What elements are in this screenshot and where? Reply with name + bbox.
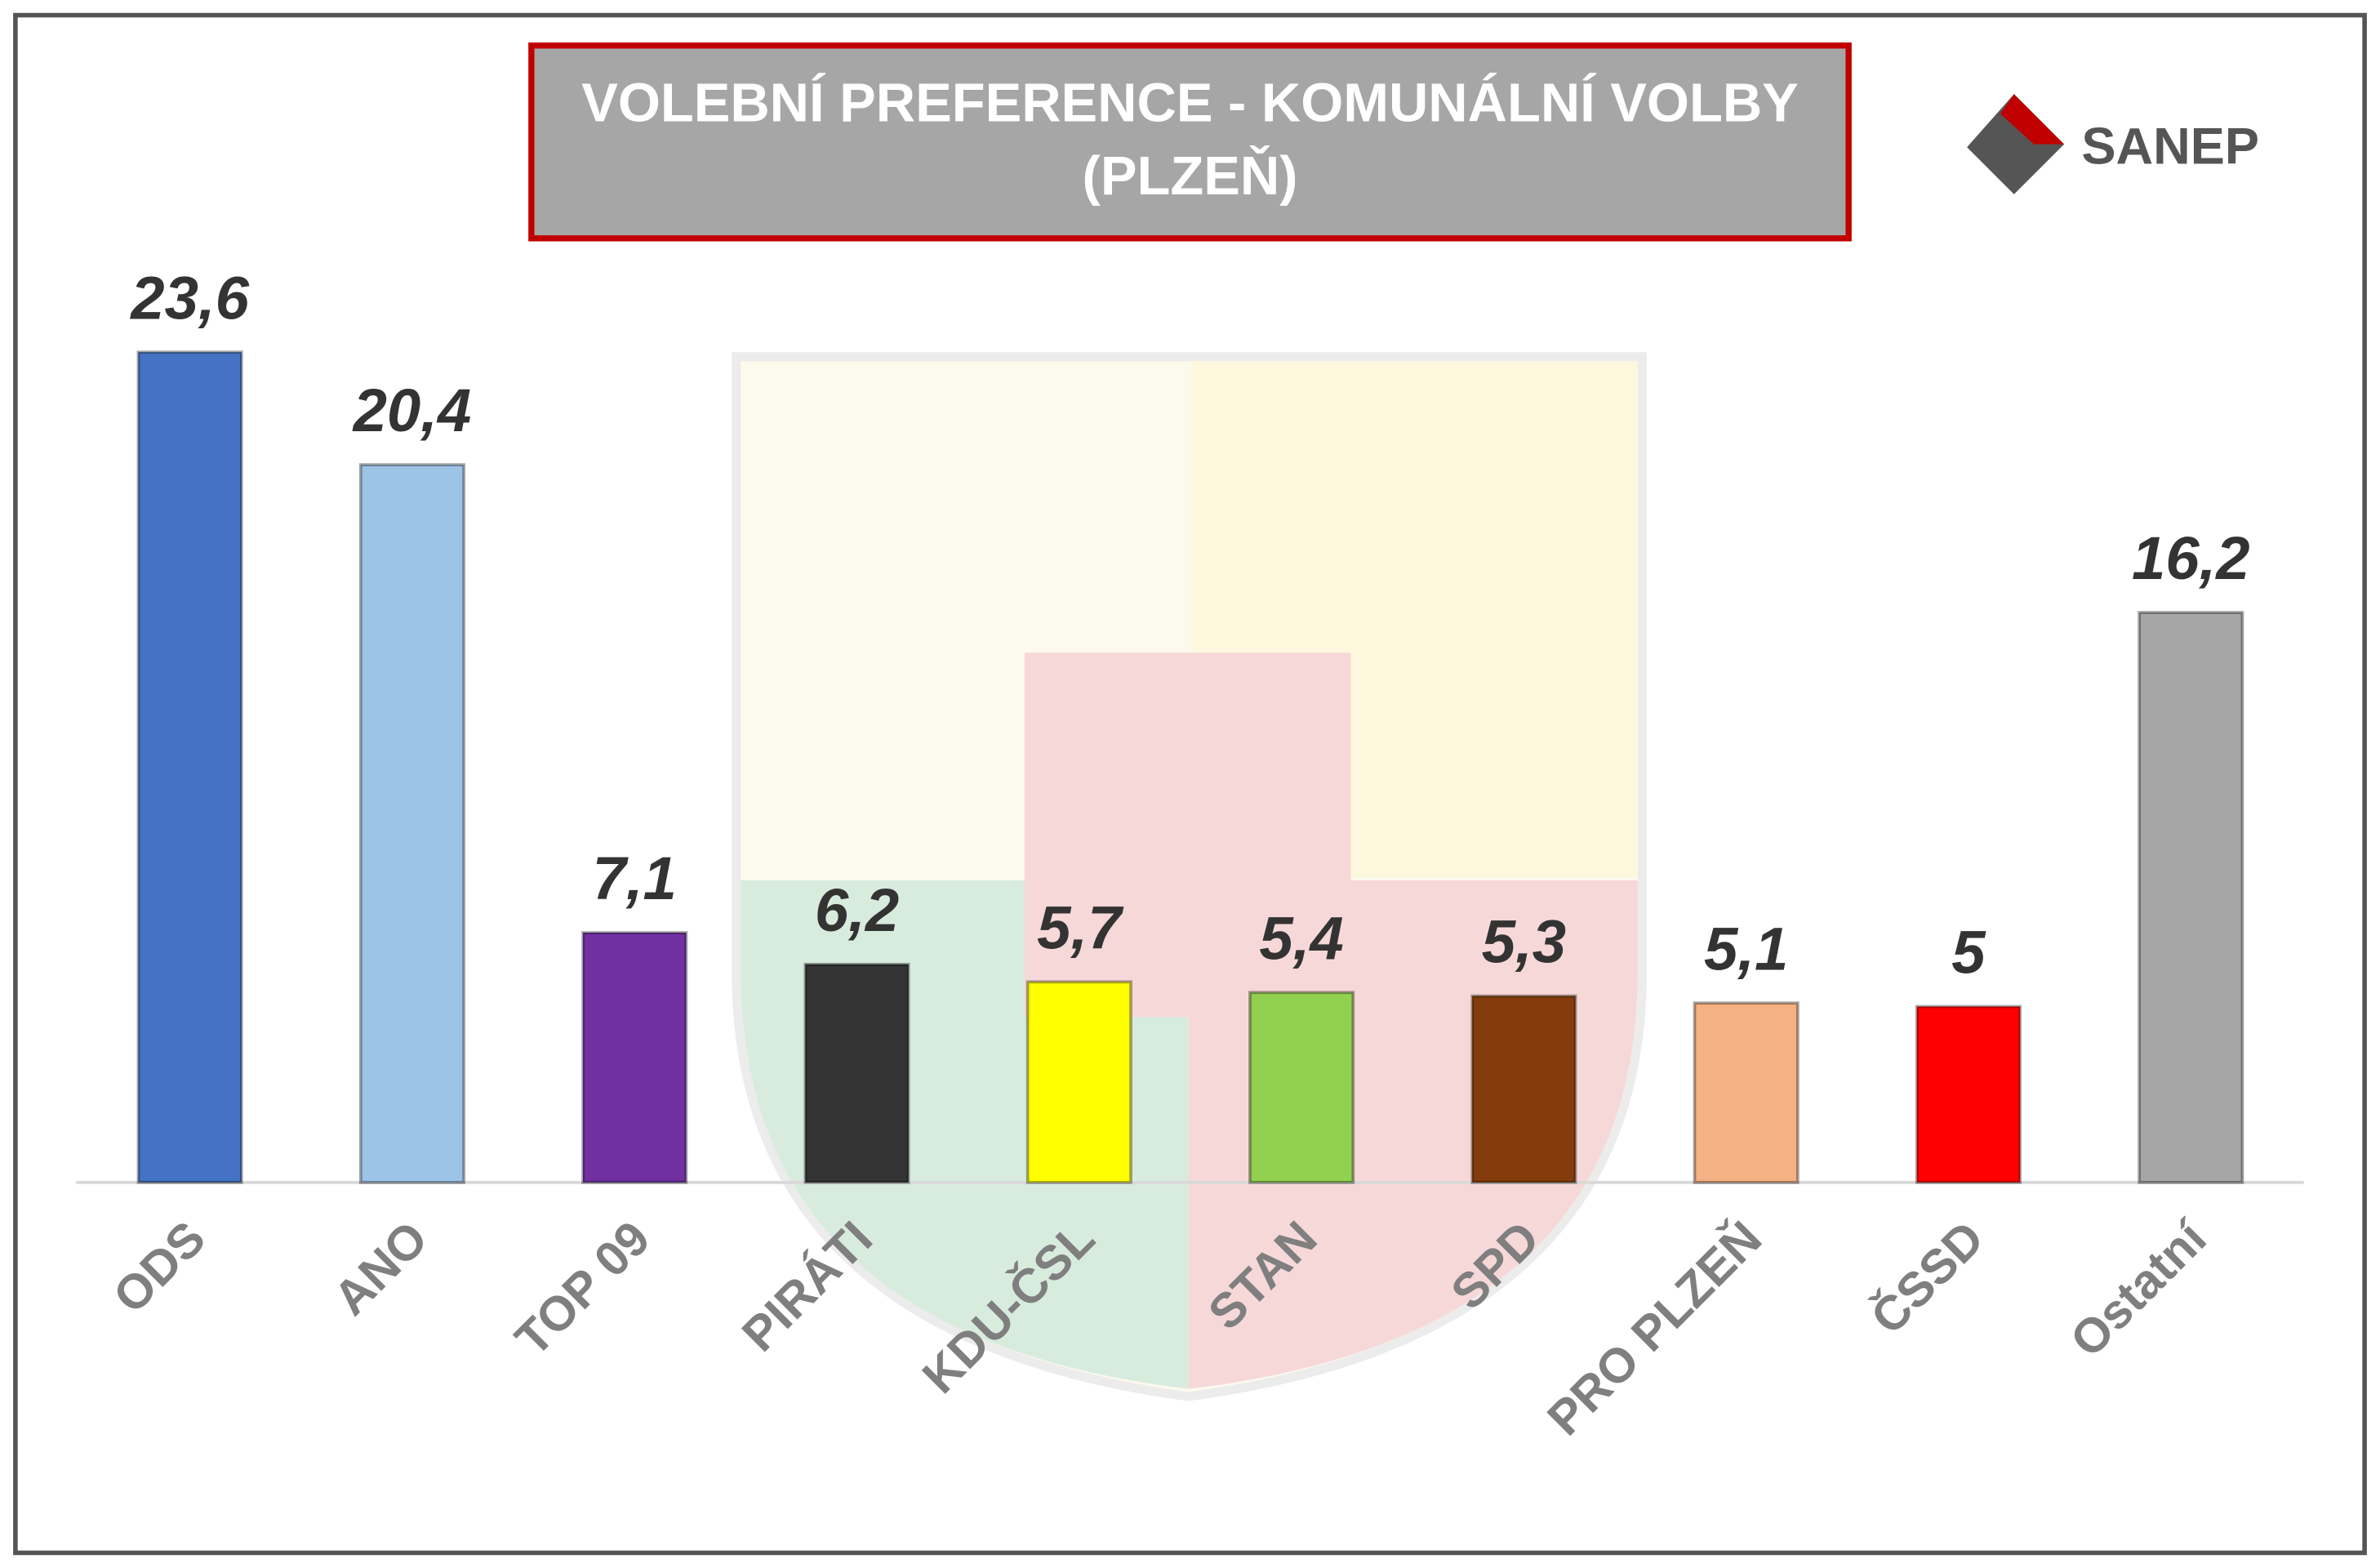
bar — [1025, 980, 1132, 1184]
bar — [1470, 994, 1577, 1184]
value-label: 16,2 — [2132, 524, 2250, 592]
coat-of-arms-watermark — [732, 352, 1647, 1401]
bar — [2138, 611, 2244, 1184]
chart-title: (PLZEŇ) — [1083, 145, 1298, 207]
value-label: 5,4 — [1259, 904, 1343, 972]
chart-title: VOLEBNÍ PREFERENCE - KOMUNÁLNÍ VOLBY — [581, 73, 1799, 134]
value-label: 20,4 — [352, 376, 472, 444]
bar — [136, 350, 243, 1184]
value-label: 7,1 — [593, 844, 677, 912]
title-box — [528, 42, 1852, 242]
value-label: 5 — [1951, 919, 1986, 987]
bar — [581, 931, 688, 1184]
value-label: 6,2 — [815, 876, 899, 944]
value-label: 5,3 — [1482, 908, 1566, 976]
value-label: 23,6 — [129, 264, 249, 332]
bar — [1248, 991, 1355, 1184]
bar — [1693, 1001, 1799, 1184]
value-label: 5,7 — [1037, 893, 1124, 961]
logo-text: SANEP — [2081, 118, 2259, 176]
bar — [358, 463, 465, 1184]
logo-icon — [1967, 94, 2065, 194]
bar — [1915, 1004, 2022, 1184]
value-label: 5,1 — [1704, 915, 1788, 982]
logo-icon — [2000, 94, 2065, 145]
bar — [803, 962, 910, 1184]
